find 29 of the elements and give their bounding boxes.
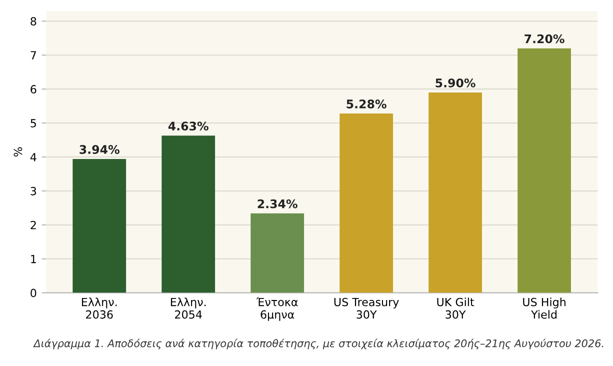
y-tick-label: 4 [30,153,36,162]
y-tick-label: 5 [30,119,36,128]
y-axis-title: % [14,147,22,157]
data-label: 4.63% [168,122,208,131]
y-tick-label: 7 [30,51,36,60]
bar [340,114,394,293]
x-tick-label: Ελλην. 2054 [170,298,206,319]
data-label: 5.90% [436,78,476,88]
data-label: 5.28% [346,100,386,108]
bar [518,48,571,293]
text: Διάγραμμα 1. Αποδόσεις ανά κατηγορία τοποθέτησης, με στοιχεία κλεισίματος 20ής–21ης Αυγούστου 2026. [33,338,604,350]
x-tick-label: Ελλην. 2036 [82,298,117,319]
data-label: 7.20% [524,34,564,44]
x-tick-label: Έντοκα 6μηνα [256,297,298,321]
x-tick-label: UK Gilt 30Y [437,298,474,319]
y-tick-label: 8 [30,17,36,26]
bar [428,92,482,293]
y-tick-label: 2 [30,220,36,230]
y-tick-label: 3 [30,186,36,196]
y-tick-label: 0 [30,288,36,298]
data-label: 2.34% [258,199,298,208]
bar [162,136,216,293]
x-tick-label: US Treasury 30Y [334,298,399,319]
data-label: 3.94% [80,145,120,154]
bar [72,159,126,293]
y-tick-label: 1 [31,254,36,264]
bar [250,213,304,293]
x-tick-label: US High Yield [523,298,566,319]
y-tick-label: 6 [30,85,36,94]
